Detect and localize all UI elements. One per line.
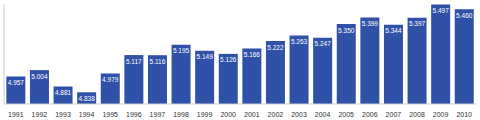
svg-text:2003: 2003: [291, 111, 307, 118]
svg-text:1996: 1996: [126, 111, 142, 118]
svg-text:5.116: 5.116: [150, 58, 166, 65]
svg-text:5.344: 5.344: [385, 27, 402, 34]
svg-text:1995: 1995: [102, 111, 118, 118]
svg-text:5.263: 5.263: [291, 38, 308, 45]
svg-text:5.117: 5.117: [126, 58, 142, 65]
svg-text:1994: 1994: [79, 111, 95, 118]
svg-text:1991: 1991: [8, 111, 24, 118]
svg-text:2007: 2007: [386, 111, 402, 118]
svg-text:2009: 2009: [433, 111, 449, 118]
svg-text:4.838: 4.838: [79, 95, 96, 102]
svg-text:5.397: 5.397: [409, 20, 426, 27]
svg-text:2006: 2006: [362, 111, 378, 118]
svg-text:2004: 2004: [315, 111, 331, 118]
svg-text:1998: 1998: [173, 111, 189, 118]
svg-text:1992: 1992: [32, 111, 48, 118]
svg-text:5.004: 5.004: [31, 73, 48, 80]
svg-text:5.497: 5.497: [433, 7, 450, 14]
svg-text:5.222: 5.222: [267, 44, 284, 51]
svg-text:1993: 1993: [55, 111, 71, 118]
svg-text:2002: 2002: [268, 111, 284, 118]
svg-text:5.166: 5.166: [244, 51, 261, 58]
svg-text:2010: 2010: [456, 111, 472, 118]
svg-text:4.979: 4.979: [102, 76, 119, 83]
svg-text:5.126: 5.126: [220, 56, 237, 63]
svg-text:2005: 2005: [338, 111, 354, 118]
svg-text:2001: 2001: [244, 111, 260, 118]
svg-text:2000: 2000: [220, 111, 236, 118]
svg-text:1999: 1999: [197, 111, 213, 118]
svg-text:5.247: 5.247: [315, 40, 332, 47]
svg-text:2008: 2008: [409, 111, 425, 118]
svg-text:5.460: 5.460: [456, 12, 472, 19]
svg-text:1997: 1997: [150, 111, 166, 118]
svg-text:4.881: 4.881: [55, 89, 72, 96]
svg-text:5.149: 5.149: [197, 53, 214, 60]
svg-text:5.350: 5.350: [338, 27, 355, 34]
svg-text:5.399: 5.399: [362, 20, 379, 27]
svg-text:4.957: 4.957: [8, 79, 24, 86]
svg-text:5.195: 5.195: [173, 47, 190, 54]
